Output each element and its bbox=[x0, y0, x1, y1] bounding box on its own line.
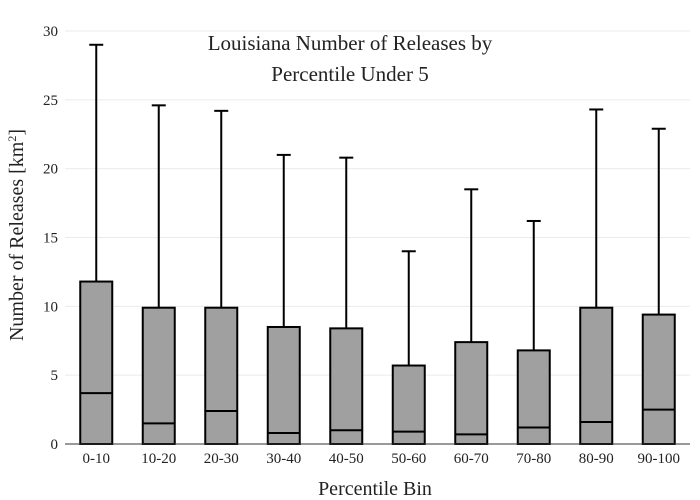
x-tick-label: 60-70 bbox=[454, 451, 489, 467]
box-iqr bbox=[579, 306, 614, 445]
box-iqr bbox=[79, 280, 114, 446]
box-60-70 bbox=[454, 188, 489, 446]
chart-title-line-1: Louisiana Number of Releases by bbox=[208, 31, 493, 55]
y-tick-label: 10 bbox=[43, 299, 58, 315]
y-tick-label: 15 bbox=[43, 231, 58, 247]
box-40-50 bbox=[329, 156, 364, 445]
y-tick-label: 20 bbox=[43, 162, 58, 178]
x-tick-label: 90-100 bbox=[638, 451, 681, 467]
box-80-90 bbox=[579, 108, 614, 445]
box-50-60 bbox=[391, 250, 426, 445]
box-10-20 bbox=[141, 104, 176, 445]
y-tick-label: 5 bbox=[51, 368, 59, 384]
box-0-10 bbox=[79, 43, 114, 446]
box-series bbox=[79, 43, 676, 446]
box-90-100 bbox=[641, 127, 676, 445]
y-axis-ticks: 0 5 10 15 20 25 30 bbox=[43, 24, 58, 453]
y-axis-unit-end: ] bbox=[6, 129, 28, 136]
x-tick-label: 80-90 bbox=[579, 451, 614, 467]
y-tick-label: 30 bbox=[43, 24, 58, 40]
x-tick-label: 20-30 bbox=[204, 451, 239, 467]
x-tick-label: 50-60 bbox=[391, 451, 426, 467]
y-axis-unit-sup: 2 bbox=[5, 136, 19, 142]
box-iqr bbox=[329, 327, 364, 445]
y-tick-label: 25 bbox=[43, 93, 58, 109]
y-axis-title-text: Number of Releases bbox=[6, 179, 28, 341]
x-axis-ticks: 0-10 10-20 20-30 30-40 40-50 50-60 60-70 70-80 8… bbox=[83, 451, 681, 467]
y-axis-title: Number of Releases [km2] bbox=[5, 129, 28, 341]
x-tick-label: 30-40 bbox=[266, 451, 301, 467]
x-tick-label: 0-10 bbox=[83, 451, 111, 467]
x-tick-label: 10-20 bbox=[141, 451, 176, 467]
box-iqr bbox=[641, 313, 676, 445]
box-30-40 bbox=[266, 153, 301, 446]
box-iqr bbox=[516, 349, 551, 445]
box-20-30 bbox=[204, 109, 239, 445]
x-axis-title: Percentile Bin bbox=[318, 478, 432, 500]
box-iqr bbox=[204, 306, 239, 445]
x-tick-label: 40-50 bbox=[329, 451, 364, 467]
box-iqr bbox=[266, 325, 301, 446]
y-tick-label: 0 bbox=[51, 437, 59, 453]
chart-title-line-2: Percentile Under 5 bbox=[271, 62, 428, 86]
box-iqr bbox=[141, 306, 176, 445]
y-axis-unit-base: [km bbox=[6, 141, 28, 174]
box-iqr bbox=[454, 341, 489, 446]
box-70-80 bbox=[516, 219, 551, 445]
x-tick-label: 70-80 bbox=[516, 451, 551, 467]
